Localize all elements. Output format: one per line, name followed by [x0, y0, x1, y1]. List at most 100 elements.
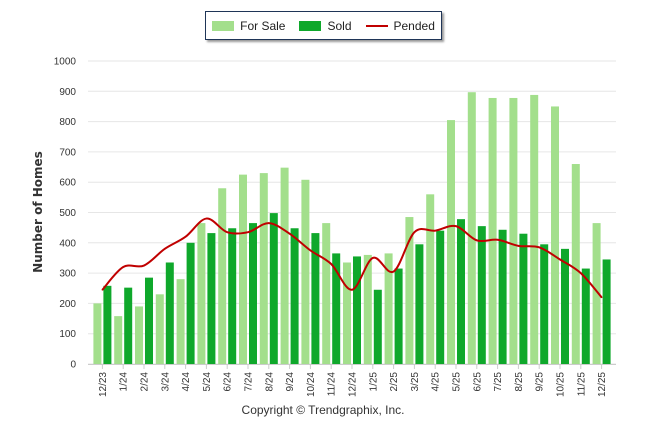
x-tick-label: 11/24 [327, 372, 338, 397]
bar-sold [269, 213, 278, 364]
pended-line-group [101, 217, 603, 299]
x-tick-label: 9/24 [285, 372, 296, 392]
bar-sold [561, 248, 569, 364]
bar-for-sale [447, 120, 455, 365]
legend-label-for-sale: For Sale [240, 18, 286, 33]
x-tick-label: 2/24 [140, 372, 151, 392]
y-tick-label: 600 [59, 178, 76, 189]
bar-sold [290, 228, 299, 364]
pended-point [351, 288, 353, 291]
bar-for-sale [592, 223, 601, 364]
pended-point [538, 246, 540, 249]
bar-for-sale [135, 306, 143, 364]
bar-for-sale [509, 97, 518, 364]
x-tick-label: 1/24 [119, 372, 130, 392]
legend-label-pended: Pended [393, 18, 435, 33]
bar-for-sale [176, 279, 185, 364]
pended-point [101, 288, 104, 291]
bar-for-sale [239, 174, 247, 364]
pended-point [559, 258, 561, 261]
bar-for-sale [218, 188, 227, 364]
bar-for-sale [551, 106, 559, 364]
bar-for-sale [155, 294, 164, 364]
pended-point [496, 238, 499, 241]
pended-point [247, 231, 249, 233]
x-tick-label: 2/25 [389, 372, 400, 392]
bar-for-sale [322, 223, 331, 364]
bar-sold [332, 253, 341, 364]
pended-point [309, 249, 312, 252]
bar-sold [373, 289, 382, 364]
for-sale-swatch-icon [212, 20, 235, 31]
bar-for-sale [571, 164, 580, 364]
bar-for-sale [197, 223, 206, 364]
bar-for-sale [259, 173, 268, 364]
pended-point [392, 270, 395, 273]
bar-sold [311, 233, 320, 364]
x-tick-label: 10/25 [556, 372, 567, 397]
bar-sold [498, 229, 507, 364]
gridlines [88, 60, 616, 365]
bar-sold [353, 256, 361, 364]
pended-point [517, 245, 520, 247]
x-tick-label: 8/24 [264, 372, 275, 392]
legend-item-sold[interactable]: Sold [299, 18, 352, 33]
pended-point [600, 296, 603, 299]
y-tick-label: 0 [70, 360, 76, 371]
y-axis-title: Number of Homes [31, 151, 45, 273]
pended-point [205, 217, 208, 220]
bar-for-sale [488, 97, 497, 364]
bar-sold [207, 233, 216, 364]
y-tick-label: 700 [59, 147, 76, 158]
bar-for-sale [384, 253, 393, 364]
bar-for-sale [301, 179, 310, 364]
bar-sold [519, 233, 528, 364]
legend-item-for-sale[interactable]: For Sale [212, 19, 285, 33]
bar-sold [436, 230, 445, 364]
x-tick-label: 9/25 [535, 372, 546, 392]
pended-point [434, 229, 437, 232]
bar-for-sale [343, 262, 351, 364]
bar-sold [457, 219, 465, 364]
pended-point [288, 232, 291, 235]
pended-point [372, 257, 374, 259]
bar-for-sale [93, 303, 102, 364]
bar-for-sale [280, 167, 289, 364]
x-tick-label: 6/24 [223, 372, 234, 392]
legend-label-sold: Sold [327, 18, 352, 33]
bar-for-sale [467, 92, 476, 365]
y-tick-label: 200 [59, 299, 76, 310]
pended-point [184, 235, 187, 238]
x-tick-label: 11/25 [576, 372, 587, 397]
bar-for-sale [530, 94, 539, 364]
x-tick-label: 7/25 [493, 372, 504, 392]
y-tick-label: 900 [59, 87, 76, 98]
y-tick-label: 1000 [54, 57, 77, 68]
x-tick-label: 3/25 [410, 372, 421, 392]
pended-point [580, 272, 582, 274]
y-tick-label: 400 [59, 238, 76, 249]
x-tick-label: 12/25 [597, 372, 608, 397]
pended-point [143, 264, 145, 267]
legend: For Sale Sold Pended [205, 11, 442, 40]
x-tick-label: 7/24 [244, 372, 255, 392]
pended-line-swatch-icon [365, 24, 388, 27]
pended-point [226, 231, 228, 233]
bars [93, 92, 611, 365]
bar-sold [145, 277, 153, 364]
x-tick-label: 12/24 [348, 372, 359, 397]
pended-point [122, 266, 124, 268]
y-tick-label: 100 [59, 329, 76, 340]
x-tick-label: 5/25 [452, 372, 463, 392]
legend-item-pended[interactable]: Pended [365, 18, 435, 33]
bar-sold [394, 268, 403, 364]
y-tick-label: 300 [59, 269, 76, 280]
x-tick-label: 6/25 [472, 372, 483, 392]
bar-sold [124, 287, 133, 364]
y-axis-ticks: 0 100 200 300 400 500 600 700 800 900 1000 [54, 57, 77, 371]
x-axis-ticks: 12/23 1/24 2/24 3/24 4/24 5/24 6/24 7/24 8/24 9/2… [98, 364, 608, 397]
pended-point [413, 231, 416, 233]
bar-for-sale [426, 194, 435, 364]
x-tick-label: 10/24 [306, 372, 317, 397]
